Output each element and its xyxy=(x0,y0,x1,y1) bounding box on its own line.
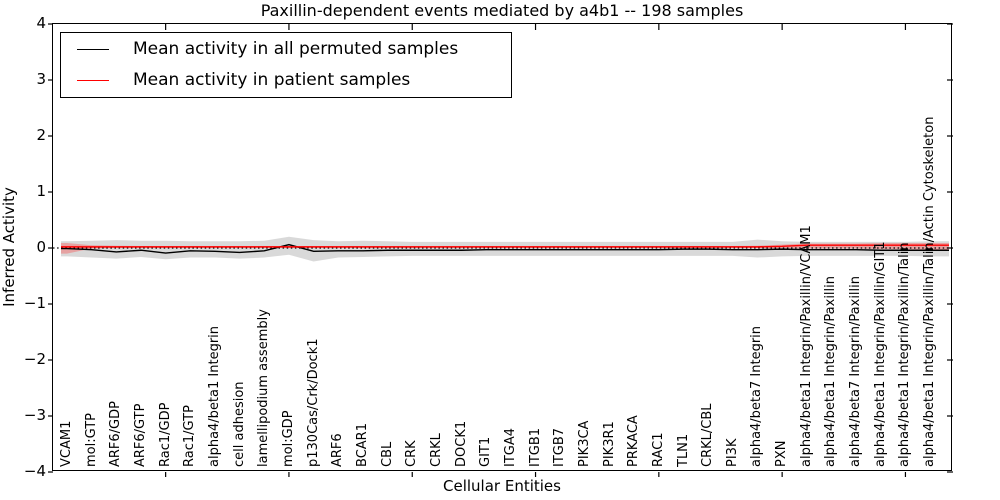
x-category-label: mol:GTP xyxy=(83,413,99,467)
x-category-label: alpha4/beta7 Integrin/Paxillin xyxy=(848,275,864,467)
x-category-label: PXN xyxy=(774,440,790,467)
x-axis-label: Cellular Entities xyxy=(443,477,561,495)
x-category-label: BCAR1 xyxy=(354,423,370,467)
y-tick-label: 1 xyxy=(36,182,46,200)
x-category-label: ARF6 xyxy=(330,433,346,467)
x-category-label: ITGB7 xyxy=(552,427,568,467)
x-category-label: ARF6/GDP xyxy=(108,401,124,467)
x-category-label: ITGA4 xyxy=(502,427,518,467)
x-category-label: PI3K xyxy=(724,438,740,467)
x-category-label: CBL xyxy=(379,441,395,467)
y-tick-label: −2 xyxy=(23,350,46,368)
patient-mean-line xyxy=(61,244,949,248)
x-category-label: TLN1 xyxy=(675,433,691,467)
x-category-label: alpha4/beta1 Integrin/Paxillin/GIT1 xyxy=(872,241,888,467)
y-tick-label: 3 xyxy=(36,70,46,88)
x-category-label: PRKACA xyxy=(626,415,642,467)
x-category-label: alpha4/beta1 Integrin/Paxillin xyxy=(823,275,839,467)
y-tick-label: −3 xyxy=(23,406,46,424)
plot-svg xyxy=(48,23,953,477)
x-category-label: PIK3CA xyxy=(576,420,592,467)
x-category-label: PIK3R1 xyxy=(601,421,617,467)
chart-title: Paxillin-dependent events mediated by a4… xyxy=(260,1,744,20)
y-tick-label: −1 xyxy=(23,294,46,312)
x-category-label: Rac1/GDP xyxy=(157,402,173,467)
x-category-label: Rac1/GTP xyxy=(182,405,198,467)
y-tick-label: −4 xyxy=(23,462,46,480)
legend-label-patient: Mean activity in patient samples xyxy=(133,70,411,90)
permuted-mean-line xyxy=(61,243,949,254)
x-category-label: RAC1 xyxy=(650,432,666,467)
x-category-label: alpha4/beta7 Integrin xyxy=(749,325,765,467)
y-tick-label: 0 xyxy=(36,238,46,256)
y-tick-label: 4 xyxy=(36,14,46,32)
x-category-label: alpha4/beta1 Integrin/Paxillin/Talin xyxy=(897,242,913,467)
x-category-label: GIT1 xyxy=(478,436,494,467)
permuted-line-sample-icon xyxy=(77,48,109,50)
x-category-label: alpha4/beta1 Integrin xyxy=(206,325,222,467)
legend-item-permuted: Mean activity in all permuted samples xyxy=(61,34,511,64)
x-category-label: alpha4/beta1 Integrin/Paxillin/VCAM1 xyxy=(798,225,814,467)
patient-line-sample-icon xyxy=(77,79,109,81)
x-category-label: DOCK1 xyxy=(453,420,469,467)
x-category-label: ITGB1 xyxy=(527,427,543,467)
x-category-label: ARF6/GTP xyxy=(132,403,148,467)
legend-box: Mean activity in all permuted samples Me… xyxy=(60,32,512,98)
x-category-label: VCAM1 xyxy=(59,420,74,467)
x-category-label: p130Cas/Crk/Dock1 xyxy=(305,338,321,467)
x-category-label: CRKL xyxy=(428,433,444,467)
y-tick-label: 2 xyxy=(36,126,46,144)
x-category-label: CRKL/CBL xyxy=(700,403,716,468)
patient-confidence-band xyxy=(61,242,949,254)
x-category-label: alpha4/beta1 Integrin/Paxillin/Talin/Act… xyxy=(922,116,938,467)
x-category-label: CRK xyxy=(404,440,420,467)
x-category-label: cell adhesion xyxy=(231,381,247,467)
legend-label-permuted: Mean activity in all permuted samples xyxy=(133,39,459,59)
legend-item-patient: Mean activity in patient samples xyxy=(61,65,511,95)
x-category-label: mol:GDP xyxy=(280,410,296,467)
plot-area: VCAM1 mol:GTP ARF6/GDP ARF6/GTP Rac1/GDP Rac1… xyxy=(48,23,953,477)
x-category-label: lamellipodium assembly xyxy=(256,309,272,467)
